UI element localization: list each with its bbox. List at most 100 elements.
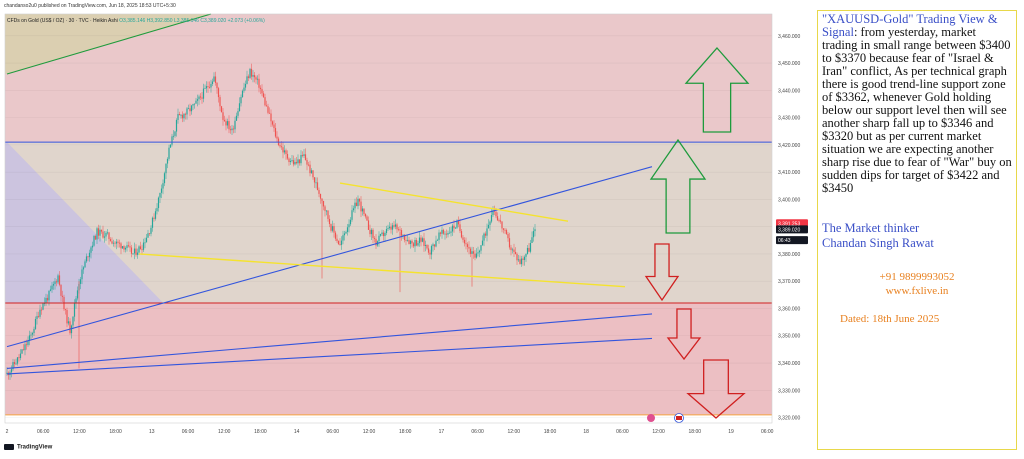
candle-body [249,68,251,78]
candle-body [223,119,226,122]
y-tick-label: 3,400.000 [778,197,800,203]
candle-body [13,362,16,365]
candle-body [228,121,230,130]
candle-body [210,83,212,88]
candle-body [172,135,175,137]
candle-body [381,232,383,235]
candle-body [327,210,329,219]
price-chart[interactable]: 3,460.000 3,450.000 3,440.000 3,430.000 3,42… [0,0,812,459]
x-tick-label: 12:00 [73,429,86,435]
candle-body [141,249,143,251]
candle-body [79,279,82,284]
candle-body [483,233,485,241]
candle-body [471,251,473,254]
tradingview-logo[interactable]: TradingView [4,444,52,451]
candle-body [151,217,154,228]
candle-body [175,119,178,132]
price-tag-label: 3,389.020 [778,227,800,233]
candle-body [96,228,98,240]
signature-line-1: The Market thinker [822,221,920,235]
candle-body [81,269,83,280]
candle-body [49,289,52,291]
candle-body [31,333,34,335]
candle-body [510,247,512,251]
candle-body [180,114,182,116]
candle-body [76,290,79,299]
candle-body [315,182,317,184]
candle-body [330,224,332,231]
candle-body [138,246,140,253]
candle-body [385,229,388,233]
price-tag-label: 06:43 [778,238,791,244]
candle-body [348,224,350,228]
website-link[interactable]: www.fxlive.in [885,285,949,297]
candle-body [15,363,17,365]
candle-body [382,232,385,237]
candle-body [525,253,527,257]
candle-body [310,170,313,174]
candle-body [453,225,455,229]
candle-body [109,239,112,242]
candle-body [252,75,254,77]
candle-body [157,197,160,209]
candle-body [184,113,187,115]
candle-body [217,88,220,98]
candle-body [430,245,433,255]
note-title: "XAUUSD-Gold" Trading View & Signal [822,12,998,39]
candle-body [469,248,472,254]
candle-body [420,237,422,242]
candle-body [193,103,196,105]
candle-body [112,242,115,244]
candle-body [132,253,134,255]
candle-body [391,225,394,230]
candle-body [316,182,319,191]
candle-body [25,344,28,346]
candle-body [478,250,481,253]
candle-body [486,228,488,236]
y-tick-label: 3,360.000 [778,306,800,312]
candle-body [339,244,341,245]
candle-body [324,206,326,211]
y-tick-label: 3,450.000 [778,61,800,67]
candle-body [24,344,26,351]
candle-body [414,239,416,247]
candle-body [480,245,482,251]
candle-body [355,202,358,207]
x-tick-label: 06:00 [37,429,50,435]
candle-body [313,177,316,183]
chart-panel: 3,460.000 3,450.000 3,440.000 3,430.000 3,42… [0,0,812,459]
candle-body [514,251,517,254]
candle-body [331,226,334,231]
candle-body [196,99,199,101]
candle-body [202,88,205,99]
candle-body [429,252,431,255]
zone-lower-red [5,303,772,415]
candle-body [19,353,22,359]
candle-body [531,237,533,243]
candle-body [142,242,145,250]
x-tick-label: 19 [728,429,734,435]
candle-body [273,124,275,129]
candle-body [163,173,166,184]
candle-body [51,285,53,290]
candle-body [384,232,386,237]
candle-body [192,104,194,106]
candle-body [271,121,274,125]
candle-body [237,111,239,116]
candle-body [309,164,311,174]
candle-body [399,229,401,231]
candle-body [490,215,493,222]
candle-body [82,267,85,270]
candle-body [435,240,437,247]
candle-body [60,284,62,296]
candle-body [111,241,113,244]
down-arrow-icon [666,308,702,361]
candle-body [306,160,308,165]
candle-body [147,233,149,238]
price-tag-label: 3,391.253 [778,221,800,227]
candle-body [432,244,434,246]
candle-body [94,236,97,240]
candle-body [58,275,61,285]
x-tick-label: 17 [439,429,445,435]
y-tick-label: 3,430.000 [778,116,800,122]
